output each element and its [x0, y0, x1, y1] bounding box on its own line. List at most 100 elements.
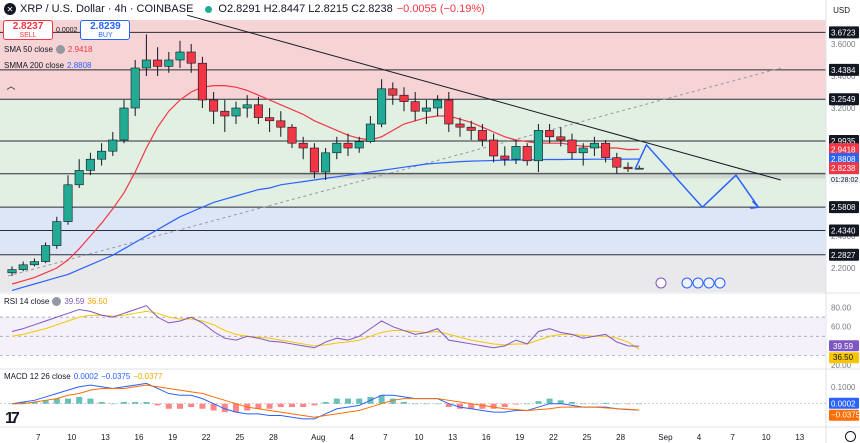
smma-label: SMMA 200 close — [4, 61, 65, 70]
x-tick-label: 22 — [549, 433, 558, 442]
macd-histogram-bar — [378, 395, 385, 404]
flag-icon — [692, 277, 704, 289]
macd-histogram-bar — [524, 403, 531, 405]
x-tick-label: 16 — [135, 433, 144, 442]
level-tag-label: 3.6723 — [831, 28, 856, 37]
collapse-legend-icon[interactable]: ︿ — [6, 81, 16, 91]
candle — [466, 120, 476, 140]
macd-value-3: −0.0377 — [133, 372, 163, 381]
legend-macd[interactable]: MACD 12 26 close 0.0002 −0.0375 −0.0377 — [4, 372, 162, 381]
macd-histogram-bar — [513, 403, 519, 405]
buy-button[interactable]: 2.8239 BUY — [80, 20, 131, 40]
candle — [298, 136, 308, 160]
macd-tag: 0.0002 — [831, 400, 856, 409]
rsi-line — [11, 305, 640, 349]
settings-icon[interactable] — [55, 45, 65, 55]
gear-icon[interactable] — [845, 431, 856, 442]
macd-signal-tag-bg — [829, 409, 859, 421]
candle — [433, 95, 443, 116]
level-tag — [829, 63, 859, 76]
rsi-tag-bg — [829, 340, 859, 352]
candle-body — [377, 88, 387, 125]
macd-histogram-bar — [109, 403, 116, 405]
level-tag-label: 2.2827 — [831, 251, 856, 260]
symbol-title[interactable]: XRP / U.S. Dollar · 4h · COINBASE — [20, 3, 194, 15]
candle — [175, 40, 185, 68]
candle-body — [567, 139, 577, 154]
candle — [511, 140, 521, 164]
rsi-label: RSI 14 close — [4, 297, 50, 306]
settings-icon[interactable] — [52, 297, 62, 307]
candle — [578, 143, 588, 166]
candle-body — [321, 152, 331, 173]
candle-body — [309, 147, 319, 173]
candle-body — [623, 166, 633, 170]
candle — [52, 216, 62, 249]
macd-histogram-bar — [345, 398, 351, 404]
flag-icon — [703, 277, 715, 289]
x-tick-label: 7 — [383, 433, 388, 442]
sell-price: 2.8237 — [12, 21, 44, 32]
sell-button[interactable]: 2.8237 SELL — [3, 20, 53, 40]
macd-histogram-bar — [289, 403, 295, 408]
tradingview-logo-icon[interactable]: 17 — [5, 410, 20, 427]
macd-histogram-bar — [98, 402, 105, 404]
candle — [220, 100, 230, 132]
macd-histogram-bar — [625, 403, 631, 405]
macd-label: MACD 12 26 close — [4, 372, 71, 381]
candle-body — [209, 99, 219, 112]
legend-sma[interactable]: SMA 50 close 2.9418 — [4, 45, 92, 55]
macd-histogram-bar — [479, 403, 486, 409]
candle-body — [52, 221, 62, 246]
rsi-ma-tag-bg — [829, 352, 859, 364]
candle-body — [287, 126, 297, 144]
candle — [85, 152, 95, 176]
x-tick-label: Sep — [658, 433, 673, 442]
candle — [108, 132, 118, 156]
candle-body — [410, 101, 420, 112]
x-logo-icon[interactable]: ✕ — [4, 3, 16, 15]
x-tick-label: 28 — [269, 433, 278, 442]
flag-icon — [714, 277, 726, 289]
macd-histogram-bar — [255, 403, 262, 409]
rsi-value: 39.59 — [64, 297, 85, 306]
smma-tag-bg — [829, 153, 859, 166]
macd-histogram-bar — [445, 403, 452, 408]
rsi-tick-label: 80.00 — [831, 304, 852, 313]
macd-histogram-bar — [233, 403, 239, 413]
candle — [567, 133, 577, 160]
currency-label[interactable]: USD — [833, 6, 850, 15]
macd-histogram-bar — [31, 402, 38, 404]
macd-value-1: 0.0002 — [73, 372, 99, 381]
candle-body — [477, 130, 487, 141]
countdown-bg — [829, 174, 859, 185]
candle-body — [365, 123, 375, 142]
level-tag-label: 2.4340 — [831, 227, 856, 236]
legend-smma[interactable]: SMMA 200 close 2.8808 — [4, 61, 92, 70]
candle — [455, 117, 465, 137]
range-zone — [0, 99, 826, 208]
candle — [399, 87, 409, 112]
macd-histogram-bar — [221, 403, 228, 413]
candle — [186, 44, 196, 73]
x-tick-label: 25 — [235, 433, 244, 442]
candle-body — [197, 62, 207, 101]
sma-label: SMA 50 close — [4, 45, 53, 54]
legend-rsi[interactable]: RSI 14 close 39.59 36.50 — [4, 297, 107, 307]
candle-body — [108, 139, 118, 152]
x-tick-label: 28 — [616, 433, 625, 442]
x-tick-label: 10 — [762, 433, 771, 442]
candle-body — [265, 117, 275, 122]
x-tick-label: 19 — [515, 433, 524, 442]
candle — [444, 92, 454, 132]
macd-histogram-bar — [132, 402, 139, 404]
price-change: −0.0055 (−0.19%) — [396, 3, 485, 15]
candle — [41, 242, 51, 264]
macd-histogram-bar — [457, 403, 463, 409]
candle — [332, 136, 342, 160]
candle-body — [354, 141, 364, 149]
candle-body — [634, 167, 644, 170]
level-tag — [829, 201, 859, 214]
